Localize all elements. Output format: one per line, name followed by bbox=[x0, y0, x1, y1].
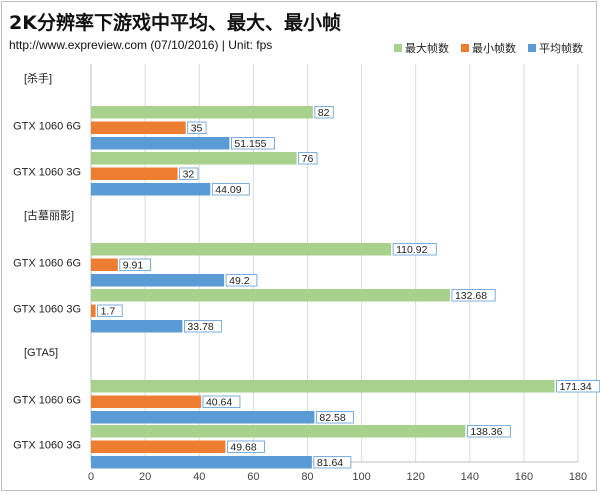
x-tick-label: 60 bbox=[247, 471, 259, 483]
x-tick-label: 40 bbox=[193, 471, 205, 483]
data-label-box bbox=[202, 395, 241, 408]
data-label-box bbox=[211, 183, 250, 196]
legend-item-max: 最大帧数 bbox=[394, 41, 449, 55]
data-label: 76 bbox=[302, 153, 314, 165]
bar-avg bbox=[91, 411, 315, 424]
legend-label-avg: 平均帧数 bbox=[539, 42, 583, 55]
group-label: [GTA5] bbox=[24, 347, 58, 359]
bar-min bbox=[91, 304, 96, 317]
bar-min bbox=[91, 395, 201, 408]
x-tick-label: 180 bbox=[569, 471, 587, 483]
legend: 最大帧数 最小帧数 平均帧数 bbox=[394, 41, 583, 55]
category-label: GTX 1060 3G bbox=[13, 440, 81, 452]
data-label: 33.78 bbox=[187, 321, 213, 333]
data-label: 82 bbox=[318, 107, 330, 119]
bar-max bbox=[91, 243, 392, 256]
chart-title: 2K分辨率下游戏中平均、最大、最小帧 bbox=[9, 12, 341, 34]
data-label: 171.34 bbox=[560, 381, 592, 393]
x-tick-label: 120 bbox=[406, 471, 424, 483]
category-label: GTX 1060 6G bbox=[13, 395, 81, 407]
legend-label-max: 最大帧数 bbox=[405, 42, 449, 55]
legend-label-min: 最小帧数 bbox=[472, 42, 516, 55]
category-label: GTX 1060 3G bbox=[13, 304, 81, 316]
data-label-box bbox=[225, 274, 258, 287]
bar-max bbox=[91, 152, 297, 165]
data-label: 49.68 bbox=[230, 442, 256, 454]
x-tick-label: 140 bbox=[461, 471, 479, 483]
x-tick-label: 100 bbox=[352, 471, 370, 483]
bar-avg bbox=[91, 183, 211, 196]
data-label: 9.91 bbox=[123, 260, 144, 272]
data-label-box bbox=[187, 121, 207, 134]
data-label: 40.64 bbox=[206, 397, 232, 409]
data-label: 110.92 bbox=[396, 244, 427, 256]
category-label: GTX 1060 6G bbox=[13, 258, 81, 270]
legend-swatch-min bbox=[461, 44, 469, 52]
category-label: GTX 1060 3G bbox=[13, 167, 81, 179]
data-label-box bbox=[392, 243, 437, 256]
data-label-box bbox=[451, 289, 496, 302]
data-label-box bbox=[183, 320, 222, 333]
group-label: [杀手] bbox=[24, 71, 52, 85]
data-label: 44.09 bbox=[215, 184, 241, 196]
bar-avg bbox=[91, 456, 312, 469]
data-label: 51.155 bbox=[234, 138, 266, 150]
data-label-box bbox=[316, 411, 354, 424]
bar-avg bbox=[91, 274, 225, 287]
data-label-box bbox=[314, 106, 334, 119]
x-tick-label: 160 bbox=[515, 471, 533, 483]
group-label: [古墓丽影] bbox=[24, 209, 74, 222]
bar-avg bbox=[91, 320, 183, 333]
data-label-box bbox=[97, 304, 123, 317]
bar-min bbox=[91, 167, 178, 180]
legend-item-min: 最小帧数 bbox=[461, 41, 516, 55]
data-label: 1.7 bbox=[101, 306, 116, 318]
data-label: 32 bbox=[183, 169, 195, 181]
data-label: 132.68 bbox=[455, 290, 487, 302]
legend-item-avg: 平均帧数 bbox=[528, 41, 583, 55]
bar-max bbox=[91, 380, 555, 393]
bar-max bbox=[91, 106, 313, 119]
data-label-box bbox=[179, 167, 199, 180]
chart-subtitle: http://www.expreview.com (07/10/2016) | … bbox=[9, 38, 273, 52]
data-label: 81.64 bbox=[317, 457, 343, 469]
data-label-box bbox=[227, 440, 265, 453]
x-tick-label: 0 bbox=[88, 471, 94, 483]
legend-swatch-avg bbox=[528, 44, 536, 52]
data-label-box bbox=[313, 456, 352, 469]
bar-min bbox=[91, 258, 118, 271]
data-label-box bbox=[119, 258, 152, 271]
bar-min bbox=[91, 121, 186, 134]
x-tick-label: 20 bbox=[139, 471, 151, 483]
legend-swatch-max bbox=[394, 44, 402, 52]
data-label-box bbox=[466, 425, 511, 438]
data-label-box bbox=[231, 137, 276, 150]
data-label: 82.58 bbox=[319, 412, 345, 424]
x-tick-label: 80 bbox=[301, 471, 313, 483]
data-label: 35 bbox=[191, 123, 203, 135]
bar-min bbox=[91, 440, 226, 453]
bar-avg bbox=[91, 137, 230, 150]
bar-max bbox=[91, 425, 466, 438]
data-label-box bbox=[298, 152, 318, 165]
bar-max bbox=[91, 289, 450, 302]
data-label: 138.36 bbox=[470, 426, 502, 438]
category-label: GTX 1060 6G bbox=[13, 121, 81, 133]
data-label: 49.2 bbox=[229, 275, 250, 287]
